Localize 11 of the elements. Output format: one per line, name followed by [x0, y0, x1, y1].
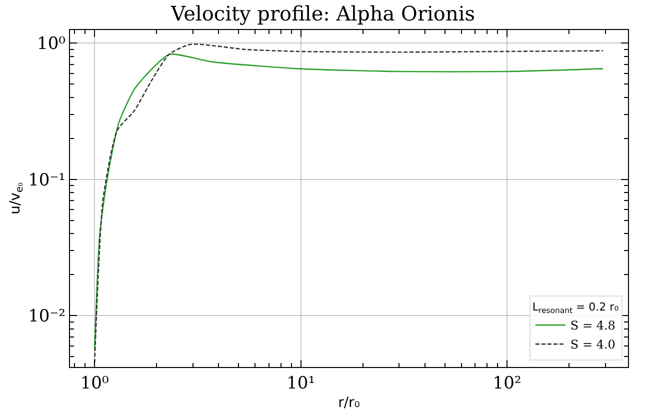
x-tick-label: 10⁰	[80, 374, 109, 394]
x-tick-label: 10¹	[286, 374, 316, 394]
x-tick-label: 10²	[492, 374, 522, 394]
y-tick-label: 10⁰	[37, 34, 66, 54]
chart-title: Velocity profile: Alpha Orionis	[170, 1, 475, 26]
legend-title: L$_{resonant}$ = 0.2 r₀	[532, 300, 620, 315]
x-axis-title: r/r₀	[338, 394, 360, 411]
y-tick-label: 10⁻²	[28, 306, 66, 327]
legend-label: S = 4.8	[570, 318, 616, 333]
legend-label: S = 4.0	[570, 338, 616, 352]
y-tick-label: 10⁻¹	[28, 170, 66, 190]
